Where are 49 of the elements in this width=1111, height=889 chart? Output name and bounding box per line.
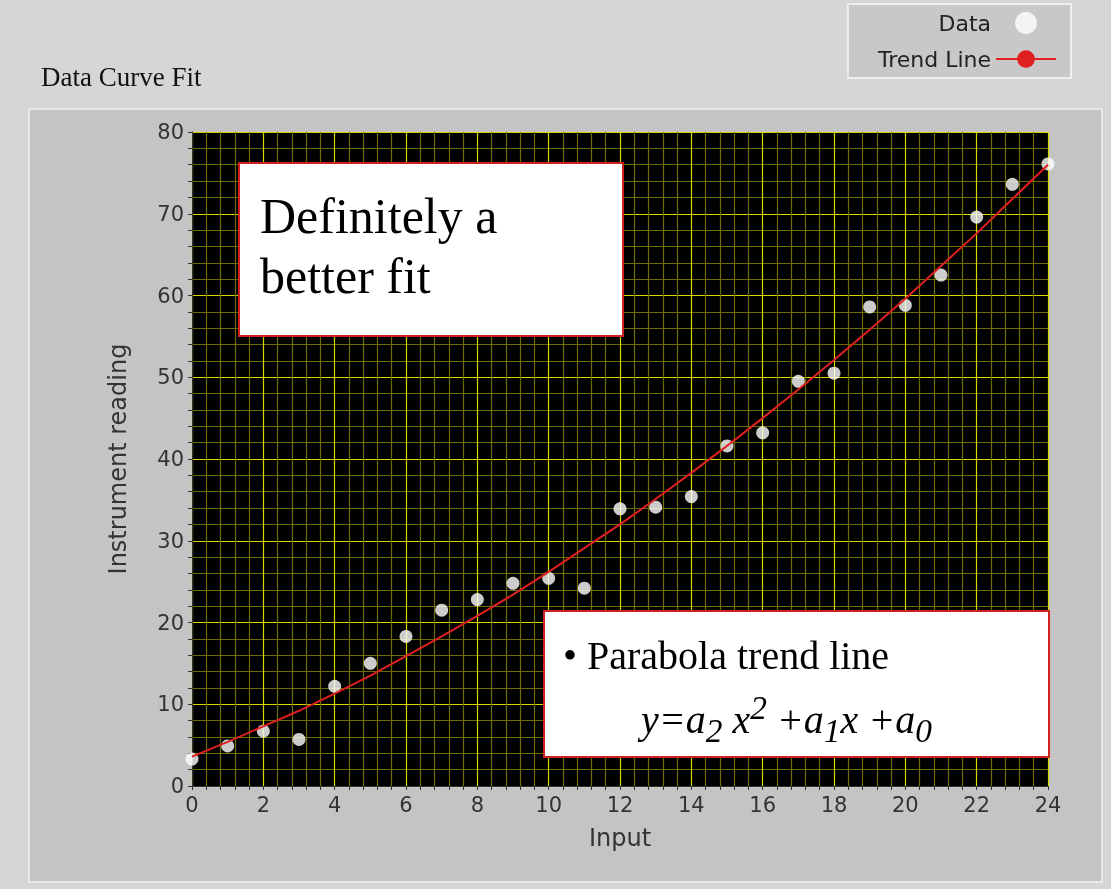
legend-label: Trend Line [876,46,991,72]
x-tick-label: 22 [963,792,991,817]
point [613,502,627,516]
x-tick-label: 8 [470,792,485,817]
x-tick-label: 4 [327,792,342,817]
point [649,500,663,514]
point [756,426,770,440]
y-axis-title: Instrument reading [104,343,132,575]
point [435,603,449,617]
y-tick-label: 20 [157,610,184,635]
x-tick-label: 2 [256,792,271,817]
point [185,752,199,766]
chart-title: Data Curve Fit [41,61,202,92]
x-axis-title: Input [588,824,652,852]
x-tick-label: 24 [1034,792,1062,817]
point [363,656,377,670]
point [934,268,948,282]
y-tick-label: 70 [157,201,184,226]
point [791,374,805,388]
legend-label: Data [938,10,991,36]
note-box: • Parabola trend line y=a$_{2}$ x$^{2}$ +a$_{1}$x +a$_{0}$ [543,610,1050,758]
note-box: Definitely a better fit [238,162,624,337]
point [827,366,841,380]
y-tick-label: 0 [170,774,184,798]
x-tick-label: 12 [606,792,634,817]
point [506,576,520,590]
y-tick-label: 40 [157,447,184,471]
point [577,581,591,595]
y-tick-label: 10 [157,692,184,717]
x-tick-label: 10 [535,792,563,817]
point [684,490,698,504]
point [328,679,342,693]
point [970,210,984,224]
annotation: y=a$_{2}$ x$^{2}$ +a$_{1}$x +a$_{0}$ [636,688,933,752]
point [1005,177,1019,191]
y-tick-label: 80 [157,120,184,144]
x-tick-label: 14 [677,792,705,817]
x-tick-label: 18 [820,792,848,817]
point [399,629,413,643]
x-tick-label: 6 [399,792,413,817]
point [863,300,877,314]
x-tick-label: 16 [749,792,777,817]
y-tick-label: 50 [157,365,184,390]
y-tick-label: 60 [157,283,184,308]
point [292,732,306,746]
point [470,593,484,607]
y-tick-label: 30 [157,528,184,553]
point [542,571,556,585]
x-tick-label: 20 [891,792,919,817]
